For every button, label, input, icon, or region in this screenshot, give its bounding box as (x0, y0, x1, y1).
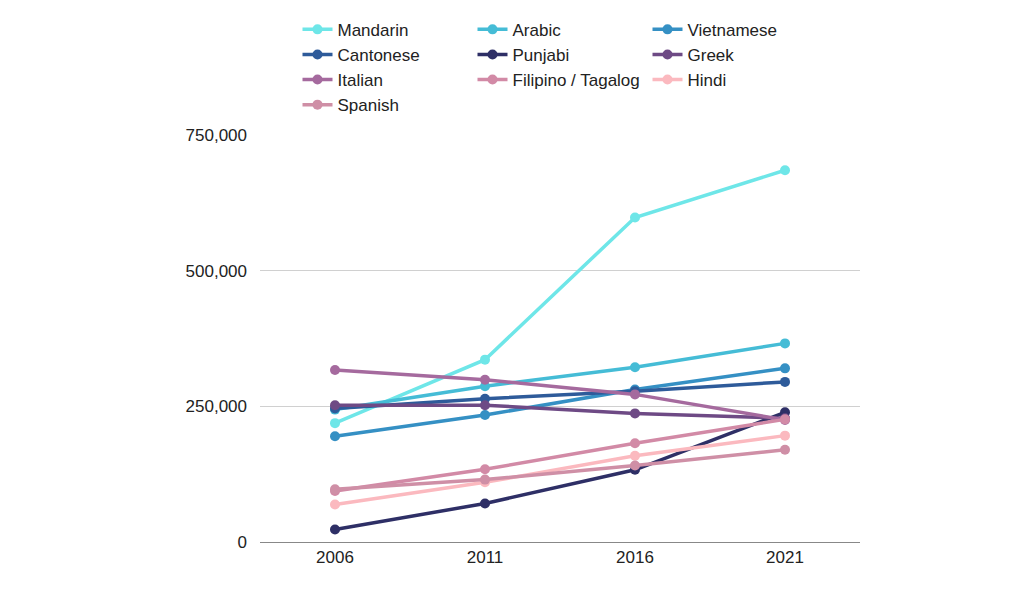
svg-text:2006: 2006 (316, 548, 354, 567)
svg-text:Spanish: Spanish (338, 96, 399, 115)
svg-text:250,000: 250,000 (186, 397, 247, 416)
svg-text:Italian: Italian (338, 71, 383, 90)
svg-text:Cantonese: Cantonese (338, 46, 420, 65)
svg-text:2021: 2021 (766, 548, 804, 567)
svg-text:2016: 2016 (616, 548, 654, 567)
svg-text:750,000: 750,000 (186, 126, 247, 145)
svg-text:500,000: 500,000 (186, 262, 247, 281)
svg-text:Mandarin: Mandarin (338, 21, 409, 40)
svg-text:Arabic: Arabic (513, 21, 562, 40)
svg-text:2011: 2011 (467, 548, 504, 567)
svg-text:Greek: Greek (688, 46, 735, 65)
svg-text:Hindi: Hindi (688, 71, 727, 90)
svg-text:0: 0 (238, 533, 247, 552)
svg-text:Filipino / Tagalog: Filipino / Tagalog (513, 71, 640, 90)
svg-text:Vietnamese: Vietnamese (688, 21, 777, 40)
svg-text:Punjabi: Punjabi (513, 46, 570, 65)
